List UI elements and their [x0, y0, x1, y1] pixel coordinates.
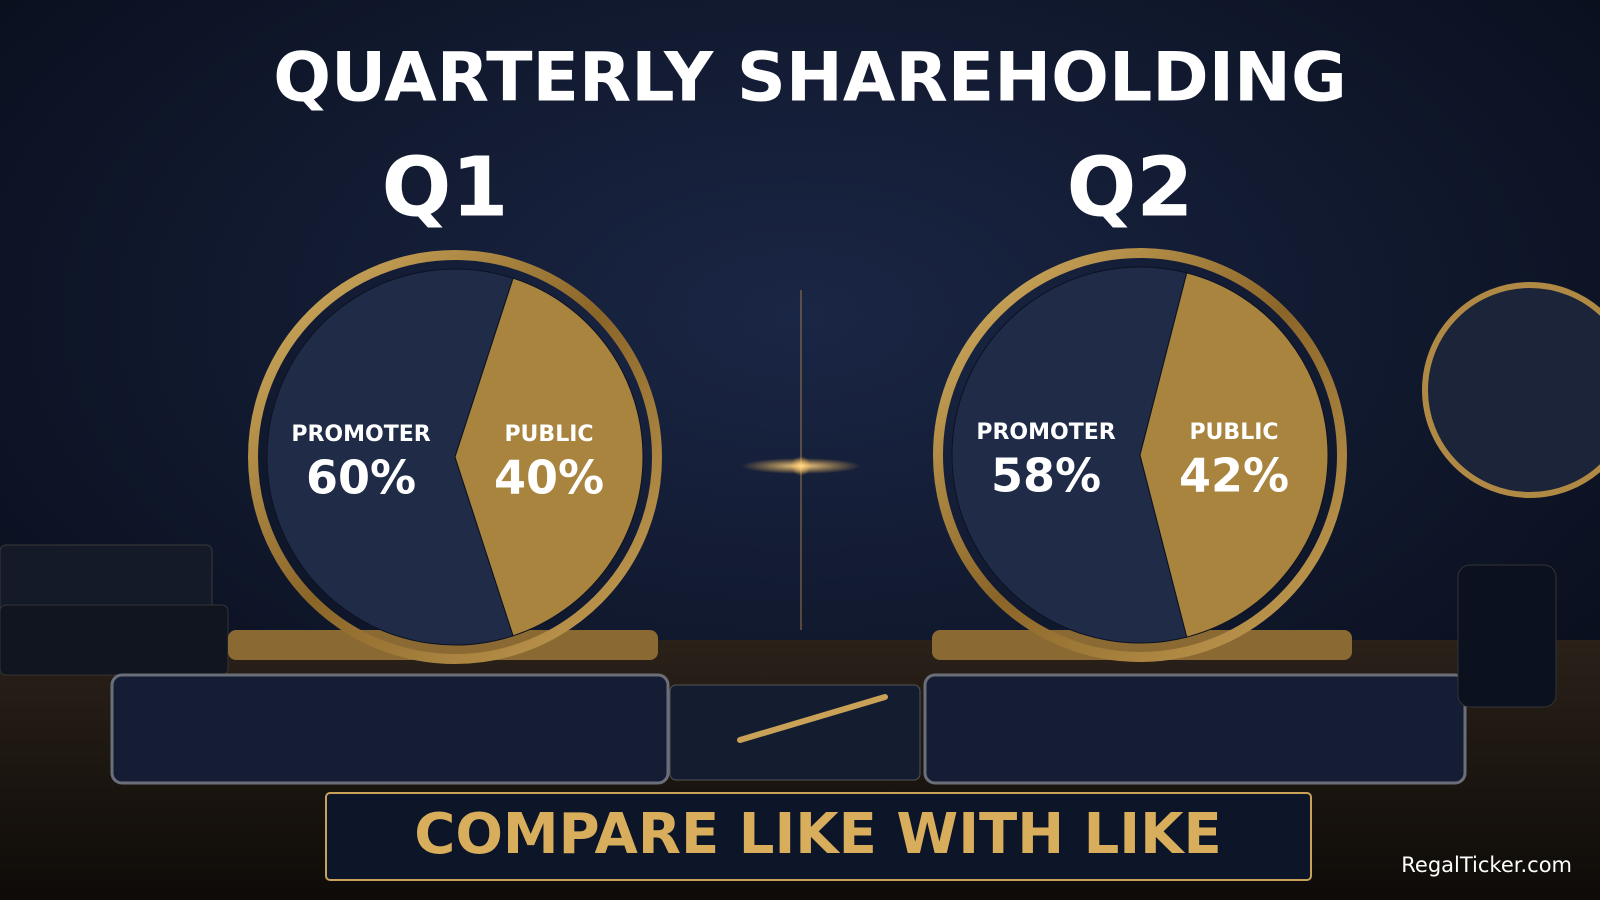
glow-core	[791, 456, 811, 476]
pen	[737, 694, 888, 743]
charts: Q1 PROMOTER 60% PUBLIC 40% Q2 PROMOTER 58% PUBLI…	[248, 140, 1347, 664]
slice-category: PUBLIC	[1189, 420, 1278, 445]
books	[0, 604, 229, 676]
chart-title: Q2	[1067, 140, 1194, 235]
cup	[1457, 564, 1557, 708]
tablet	[110, 673, 670, 785]
pie-ring	[248, 250, 662, 664]
banner-box	[325, 792, 1312, 881]
slice-value-label: 40%	[494, 451, 604, 505]
title: QUARTERLY SHAREHOLDING	[273, 39, 1347, 118]
pie-ring	[933, 248, 1347, 662]
globe	[1422, 282, 1600, 498]
stand	[932, 630, 1352, 660]
slice-value-label: 42%	[1179, 449, 1289, 503]
tablet	[923, 673, 1467, 785]
pie-slice	[1139, 272, 1329, 638]
pie-slice	[266, 268, 514, 646]
slice-category: PROMOTER	[976, 420, 1115, 445]
slice-value-label: 60%	[306, 451, 416, 505]
pie-slice	[951, 266, 1188, 644]
watermark: RegalTicker.com	[1401, 853, 1572, 877]
slice-value-label: 58%	[991, 449, 1101, 503]
chart-title: Q1	[382, 140, 509, 235]
slice-category: PUBLIC	[504, 422, 593, 447]
pie-slice	[454, 277, 644, 637]
notebook	[669, 684, 921, 781]
banner: COMPARE LIKE WITH LIKE	[414, 802, 1222, 867]
slice-category: PROMOTER	[291, 422, 430, 447]
